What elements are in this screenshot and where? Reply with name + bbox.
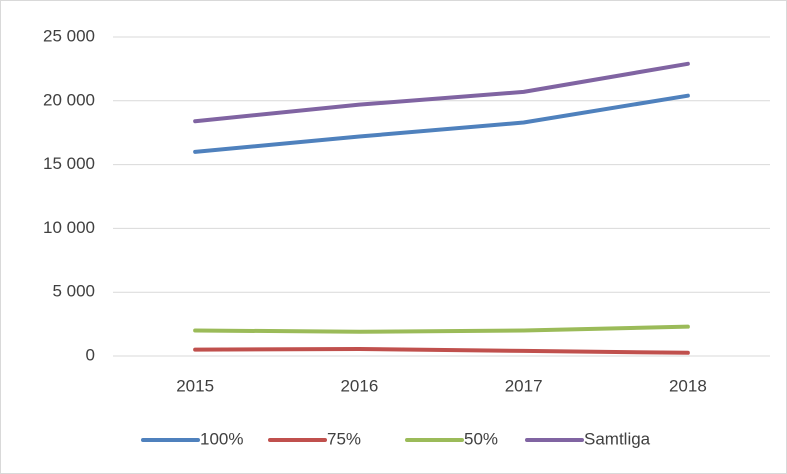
x-tick-label: 2018 [669, 376, 707, 395]
x-tick-label: 2017 [505, 376, 543, 395]
y-tick-label: 15 000 [43, 154, 95, 173]
line-series [193, 61, 690, 124]
y-tick-label: 0 [86, 345, 95, 364]
x-tick-label: 2016 [340, 376, 378, 395]
line-series [193, 346, 690, 355]
x-tick-label: 2015 [176, 376, 214, 395]
legend-label: 100% [200, 429, 243, 448]
y-tick-label: 20 000 [43, 90, 95, 109]
y-tick-label: 10 000 [43, 218, 95, 237]
legend-label: 50% [464, 429, 498, 448]
line-series [193, 93, 690, 154]
legend-label: Samtliga [584, 429, 651, 448]
y-tick-label: 5 000 [52, 282, 95, 301]
legend-label: 75% [327, 429, 361, 448]
line-series [193, 324, 690, 334]
y-tick-label: 25 000 [43, 26, 95, 45]
